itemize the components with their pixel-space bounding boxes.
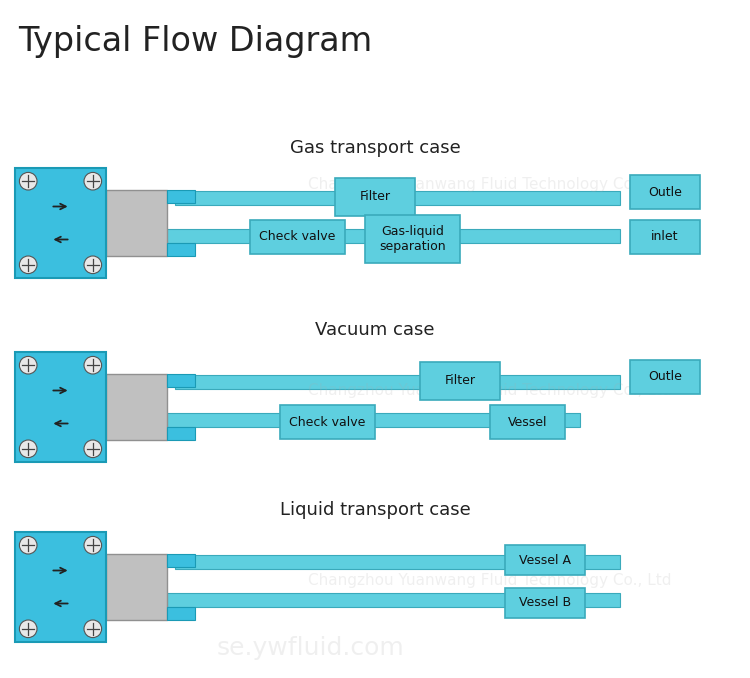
FancyBboxPatch shape — [167, 607, 195, 620]
Text: Outle: Outle — [648, 370, 682, 384]
Text: se.ywfluid.com: se.ywfluid.com — [216, 636, 404, 660]
FancyBboxPatch shape — [167, 426, 195, 440]
Text: Filter: Filter — [359, 191, 391, 203]
FancyBboxPatch shape — [630, 360, 700, 394]
Text: Changzhou Yuanwang Fluid Technology Co., Ltd: Changzhou Yuanwang Fluid Technology Co.,… — [308, 572, 672, 588]
Text: Gas-liquid
separation: Gas-liquid separation — [380, 225, 446, 253]
FancyBboxPatch shape — [630, 220, 700, 254]
FancyBboxPatch shape — [335, 178, 415, 216]
Text: Filter: Filter — [445, 374, 476, 388]
FancyBboxPatch shape — [175, 375, 620, 389]
Text: Liquid transport case: Liquid transport case — [280, 501, 470, 519]
Text: Outle: Outle — [648, 186, 682, 199]
FancyBboxPatch shape — [505, 588, 585, 618]
Circle shape — [84, 172, 101, 190]
Circle shape — [20, 172, 37, 190]
Text: Gas transport case: Gas transport case — [290, 139, 460, 157]
FancyBboxPatch shape — [250, 220, 345, 254]
FancyBboxPatch shape — [167, 554, 195, 567]
FancyBboxPatch shape — [160, 229, 620, 243]
FancyBboxPatch shape — [15, 352, 106, 462]
FancyBboxPatch shape — [106, 190, 167, 256]
FancyBboxPatch shape — [505, 545, 585, 575]
FancyBboxPatch shape — [106, 554, 167, 620]
FancyBboxPatch shape — [167, 243, 195, 256]
FancyBboxPatch shape — [160, 413, 580, 427]
Text: Vessel: Vessel — [508, 416, 548, 428]
FancyBboxPatch shape — [167, 190, 195, 203]
Circle shape — [20, 620, 37, 637]
FancyBboxPatch shape — [160, 593, 620, 607]
FancyBboxPatch shape — [175, 191, 620, 205]
Text: Typical Flow Diagram: Typical Flow Diagram — [18, 26, 372, 58]
Text: Changzhou Yuanwang Fluid Technology Co., Ltd: Changzhou Yuanwang Fluid Technology Co.,… — [308, 178, 672, 193]
Circle shape — [84, 536, 101, 554]
Circle shape — [84, 357, 101, 374]
Circle shape — [84, 620, 101, 637]
Circle shape — [84, 440, 101, 458]
Circle shape — [20, 256, 37, 274]
Circle shape — [20, 440, 37, 458]
FancyBboxPatch shape — [167, 374, 195, 387]
Text: inlet: inlet — [651, 231, 679, 243]
Circle shape — [84, 256, 101, 274]
Text: Check valve: Check valve — [260, 231, 336, 243]
FancyBboxPatch shape — [490, 405, 565, 439]
FancyBboxPatch shape — [420, 362, 500, 400]
Text: Vessel A: Vessel A — [519, 553, 571, 567]
Circle shape — [20, 357, 37, 374]
FancyBboxPatch shape — [175, 555, 620, 569]
Text: Vacuum case: Vacuum case — [315, 321, 435, 339]
FancyBboxPatch shape — [630, 175, 700, 209]
FancyBboxPatch shape — [15, 532, 106, 642]
Text: Vessel B: Vessel B — [519, 597, 571, 610]
Text: Check valve: Check valve — [290, 416, 366, 428]
Circle shape — [20, 536, 37, 554]
Text: Changzhou Yuanwang Fluid Technology Co., Ltd: Changzhou Yuanwang Fluid Technology Co.,… — [308, 382, 672, 397]
FancyBboxPatch shape — [15, 168, 106, 278]
FancyBboxPatch shape — [106, 374, 167, 440]
FancyBboxPatch shape — [280, 405, 375, 439]
FancyBboxPatch shape — [365, 215, 460, 263]
